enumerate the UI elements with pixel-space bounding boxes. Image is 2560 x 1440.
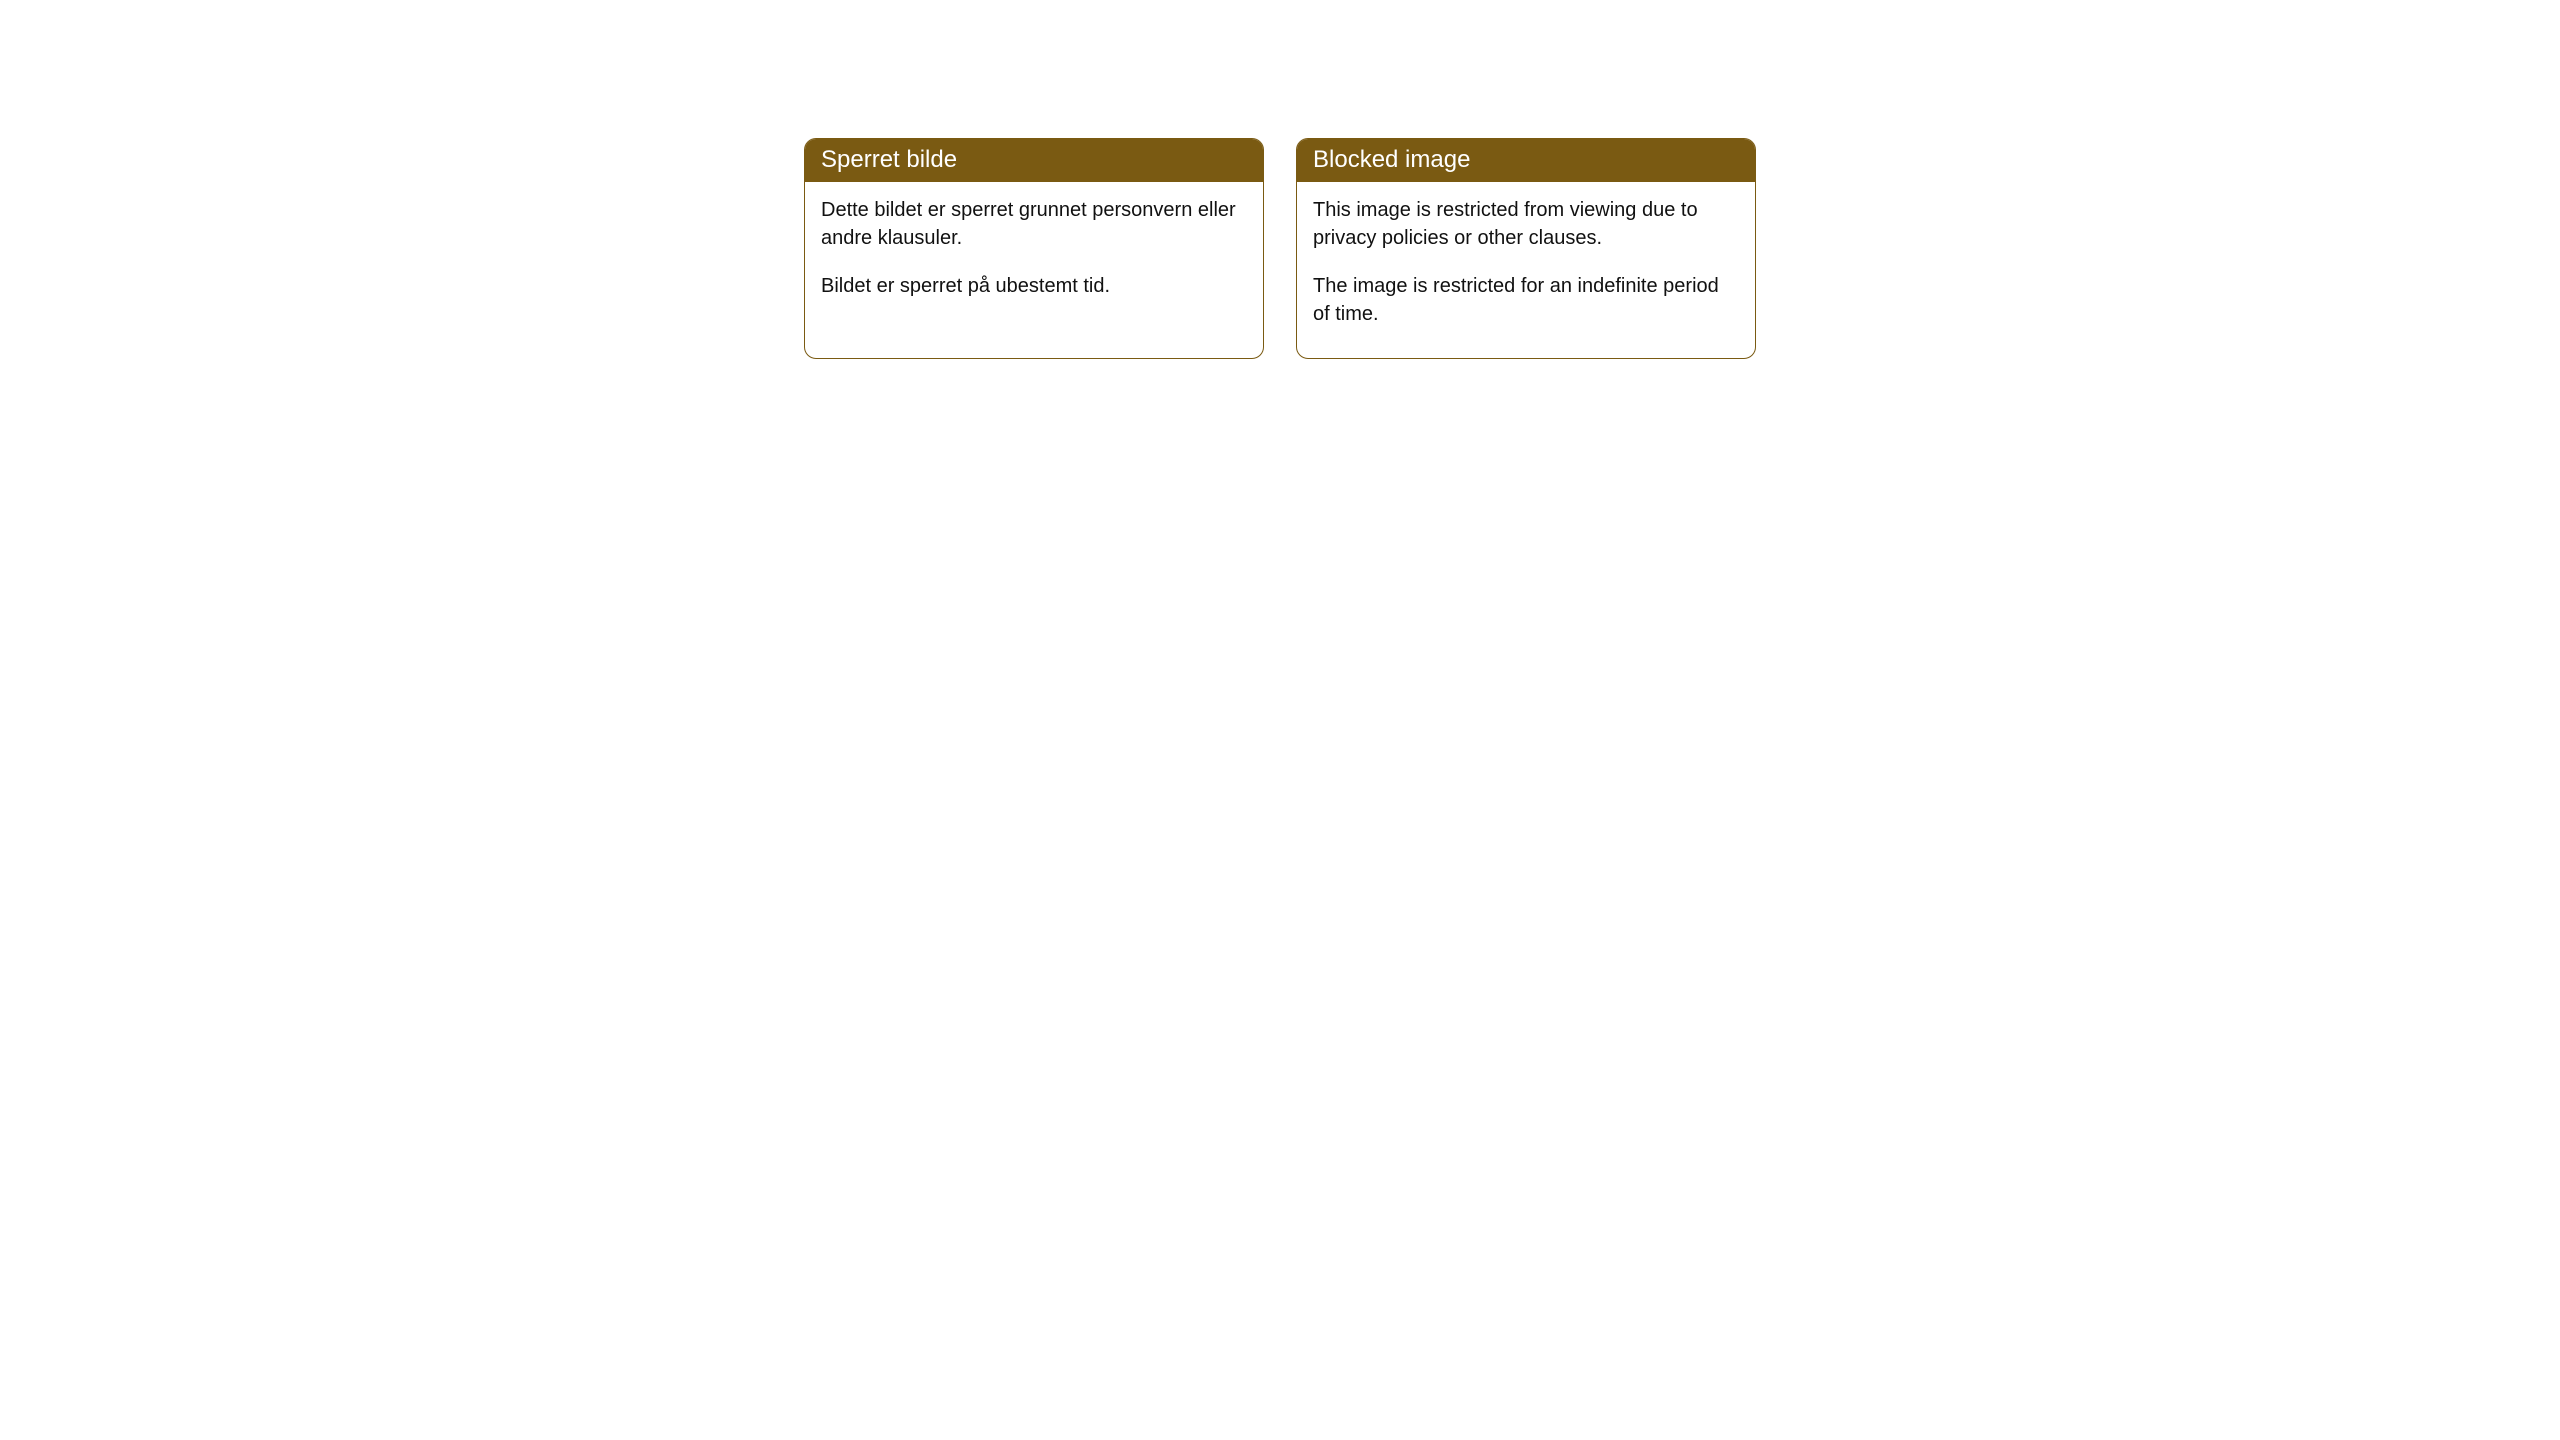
card-body-norwegian: Dette bildet er sperret grunnet personve… <box>805 182 1263 330</box>
card-norwegian: Sperret bilde Dette bildet er sperret gr… <box>804 138 1264 359</box>
card-paragraph-1-norwegian: Dette bildet er sperret grunnet personve… <box>821 196 1247 252</box>
card-paragraph-2-english: The image is restricted for an indefinit… <box>1313 272 1739 328</box>
card-header-norwegian: Sperret bilde <box>805 139 1263 182</box>
card-english: Blocked image This image is restricted f… <box>1296 138 1756 359</box>
card-paragraph-1-english: This image is restricted from viewing du… <box>1313 196 1739 252</box>
card-paragraph-2-norwegian: Bildet er sperret på ubestemt tid. <box>821 272 1247 300</box>
cards-container: Sperret bilde Dette bildet er sperret gr… <box>804 138 1756 359</box>
card-header-english: Blocked image <box>1297 139 1755 182</box>
card-body-english: This image is restricted from viewing du… <box>1297 182 1755 358</box>
